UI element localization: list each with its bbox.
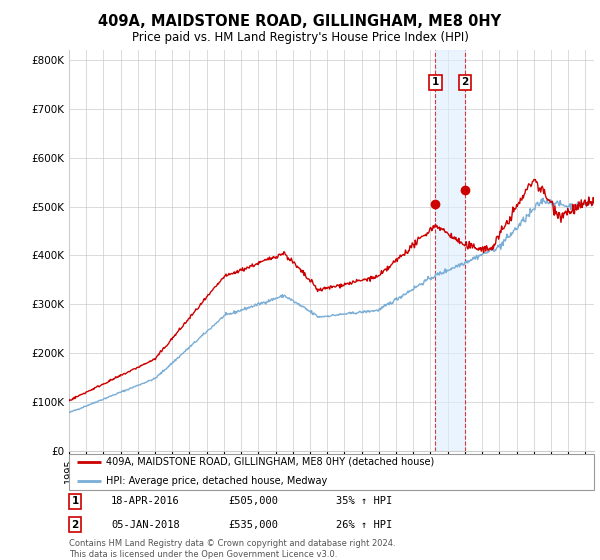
Text: 1: 1 — [432, 77, 439, 87]
Text: Contains HM Land Registry data © Crown copyright and database right 2024.
This d: Contains HM Land Registry data © Crown c… — [69, 539, 395, 559]
Text: Price paid vs. HM Land Registry's House Price Index (HPI): Price paid vs. HM Land Registry's House … — [131, 31, 469, 44]
Text: 409A, MAIDSTONE ROAD, GILLINGHAM, ME8 0HY (detached house): 409A, MAIDSTONE ROAD, GILLINGHAM, ME8 0H… — [106, 456, 434, 466]
Text: 409A, MAIDSTONE ROAD, GILLINGHAM, ME8 0HY: 409A, MAIDSTONE ROAD, GILLINGHAM, ME8 0H… — [98, 14, 502, 29]
Text: 26% ↑ HPI: 26% ↑ HPI — [336, 520, 392, 530]
Text: 2: 2 — [461, 77, 469, 87]
Text: 1: 1 — [71, 496, 79, 506]
Text: 2: 2 — [71, 520, 79, 530]
Text: HPI: Average price, detached house, Medway: HPI: Average price, detached house, Medw… — [106, 476, 327, 486]
Bar — [436, 50, 465, 451]
Text: 18-APR-2016: 18-APR-2016 — [111, 496, 180, 506]
Text: 05-JAN-2018: 05-JAN-2018 — [111, 520, 180, 530]
Text: 35% ↑ HPI: 35% ↑ HPI — [336, 496, 392, 506]
FancyBboxPatch shape — [69, 454, 594, 490]
Text: £535,000: £535,000 — [228, 520, 278, 530]
Text: £505,000: £505,000 — [228, 496, 278, 506]
